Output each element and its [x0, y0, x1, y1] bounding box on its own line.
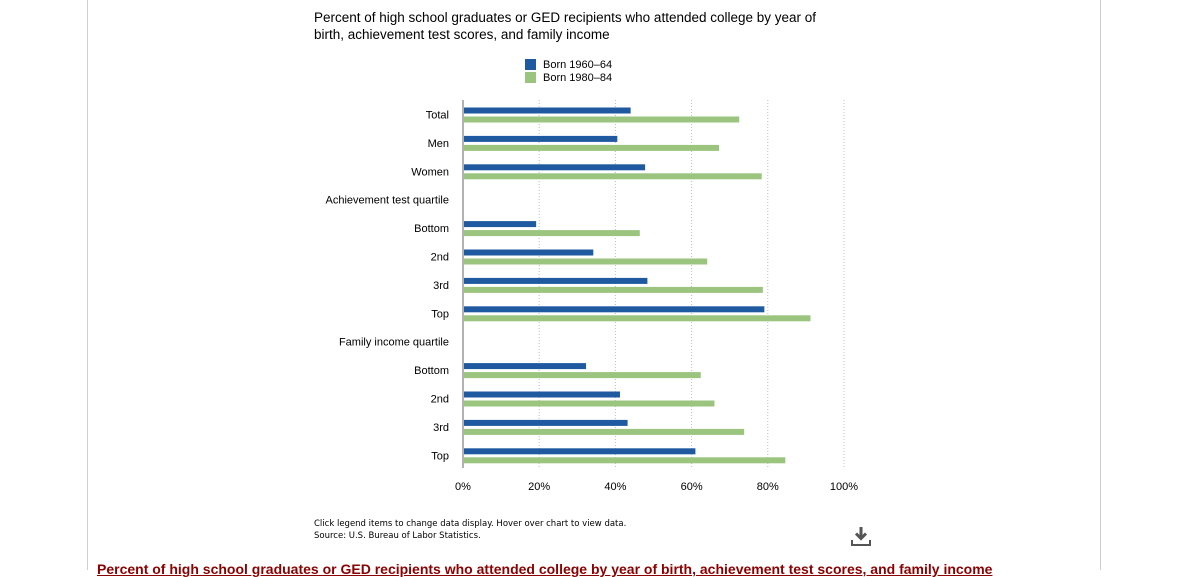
y-category-label: Bottom	[414, 223, 449, 235]
legend-swatch-series-2	[525, 72, 536, 83]
bar-series-2[interactable]	[464, 372, 701, 379]
legend-swatch-series-1	[525, 59, 536, 70]
bar-series-2[interactable]	[464, 116, 740, 123]
chart-caption-link[interactable]: Percent of high school graduates or GED …	[97, 561, 993, 577]
bar-series-1[interactable]	[464, 277, 648, 284]
bar-series-2[interactable]	[464, 173, 762, 180]
x-tick-label: 60%	[681, 481, 703, 493]
chart-title: Percent of high school graduates or GED …	[314, 10, 817, 42]
bar-series-1[interactable]	[464, 107, 631, 114]
bar-series-1[interactable]	[464, 135, 618, 142]
legend-item-series-2[interactable]: Born 1980–84	[525, 71, 612, 84]
x-tick-label: 0%	[455, 481, 471, 493]
x-tick-label: 100%	[830, 481, 858, 493]
bar-series-2[interactable]	[464, 230, 640, 237]
legend: Born 1960–64 Born 1980–84	[525, 58, 612, 84]
bar-series-2[interactable]	[464, 286, 763, 293]
y-category-label: Bottom	[414, 365, 449, 377]
y-category-label: 3rd	[433, 422, 449, 434]
bar-series-2[interactable]	[464, 315, 811, 322]
bar-series-1[interactable]	[464, 306, 765, 313]
y-category-label: 3rd	[433, 280, 449, 292]
bar-series-1[interactable]	[464, 363, 587, 370]
chart-footnote: Click legend items to change data displa…	[314, 519, 626, 542]
footnote-source: Source: U.S. Bureau of Labor Statistics.	[314, 530, 481, 541]
download-icon[interactable]	[849, 524, 873, 548]
x-tick-label: 20%	[528, 481, 550, 493]
x-tick-label: 80%	[757, 481, 779, 493]
bar-series-2[interactable]	[464, 144, 720, 151]
legend-label-series-2: Born 1980–84	[543, 71, 613, 84]
y-category-label: 2nd	[431, 252, 449, 264]
bar-series-2[interactable]	[464, 457, 786, 464]
bar-series-1[interactable]	[464, 249, 594, 256]
y-category-label: 2nd	[431, 394, 449, 406]
footnote-instructions: Click legend items to change data displa…	[314, 519, 627, 529]
y-category-label: Men	[428, 138, 449, 150]
y-category-label: Total	[426, 110, 449, 122]
bar-series-2[interactable]	[464, 400, 715, 407]
y-category-label: Top	[431, 450, 449, 462]
x-tick-label: 40%	[604, 481, 626, 493]
chart-panel	[87, 0, 1101, 570]
bar-series-2[interactable]	[464, 258, 708, 265]
bar-series-1[interactable]	[464, 164, 646, 171]
legend-item-series-1[interactable]: Born 1960–64	[525, 58, 612, 71]
y-category-label: Family income quartile	[339, 337, 449, 349]
bar-series-1[interactable]	[464, 221, 537, 228]
y-category-label: Women	[411, 166, 449, 178]
bar-series-2[interactable]	[464, 428, 745, 435]
bar-series-1[interactable]	[464, 419, 628, 426]
legend-label-series-1: Born 1960–64	[543, 58, 613, 71]
bar-series-1[interactable]	[464, 391, 620, 398]
y-category-label: Achievement test quartile	[325, 195, 449, 207]
bar-series-1[interactable]	[464, 448, 696, 455]
y-category-label: Top	[431, 308, 449, 320]
